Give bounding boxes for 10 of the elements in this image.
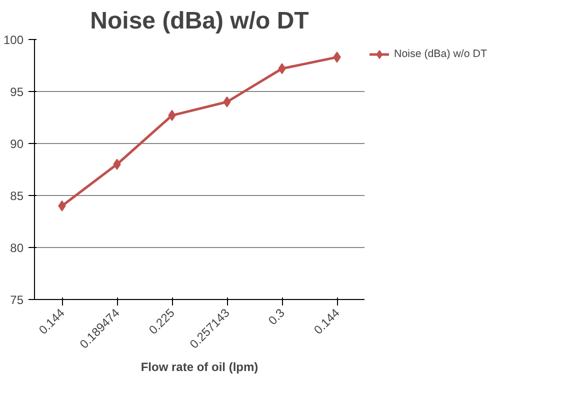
chart-title: Noise (dBa) w/o DT [90, 8, 310, 34]
y-tick-label: 75 [10, 293, 24, 307]
x-tick-label: 0.3 [266, 306, 288, 328]
y-tick-label: 90 [10, 137, 24, 151]
legend-label: Noise (dBa) w/o DT [394, 48, 487, 60]
y-tick-label: 95 [10, 85, 24, 99]
y-tick-label: 85 [10, 189, 24, 203]
x-axis-title: Flow rate of oil (lpm) [140, 360, 258, 374]
y-tick-label: 80 [10, 241, 24, 255]
y-tick-label: 100 [3, 33, 24, 47]
